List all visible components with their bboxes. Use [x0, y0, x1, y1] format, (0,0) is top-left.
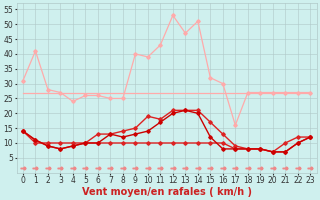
X-axis label: Vent moyen/en rafales ( km/h ): Vent moyen/en rafales ( km/h ) [82, 187, 252, 197]
